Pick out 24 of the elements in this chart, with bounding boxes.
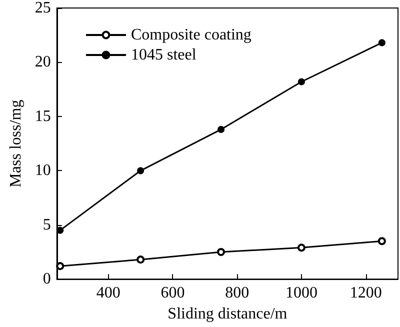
point (378, 39, 386, 46)
x-tick-label: 600 (160, 284, 185, 302)
y-axis-title: Mass loss/mg (8, 100, 24, 188)
x-tick-label: 1200 (350, 284, 382, 302)
point (217, 248, 226, 256)
x-tick-label: 800 (225, 284, 250, 302)
legend-label: Composite coating (131, 26, 252, 44)
legend-label: 1045 steel (131, 46, 197, 64)
y-tick-label: 10 (34, 162, 51, 180)
point (56, 262, 64, 270)
point (298, 78, 305, 86)
point (137, 167, 144, 174)
point (136, 256, 145, 264)
point (218, 126, 225, 133)
x-tick-label: 400 (96, 284, 120, 302)
point (297, 244, 306, 252)
y-tick-label: 0 (42, 270, 51, 288)
point (378, 237, 386, 246)
y-tick-label: 15 (34, 108, 51, 125)
y-tick-label: 5 (42, 216, 51, 234)
y-tick-label: 25 (34, 0, 51, 16)
y-tick-label: 20 (34, 54, 51, 71)
x-tick-label: 1000 (285, 284, 318, 302)
x-axis-title: Sliding distance/m (168, 306, 288, 322)
